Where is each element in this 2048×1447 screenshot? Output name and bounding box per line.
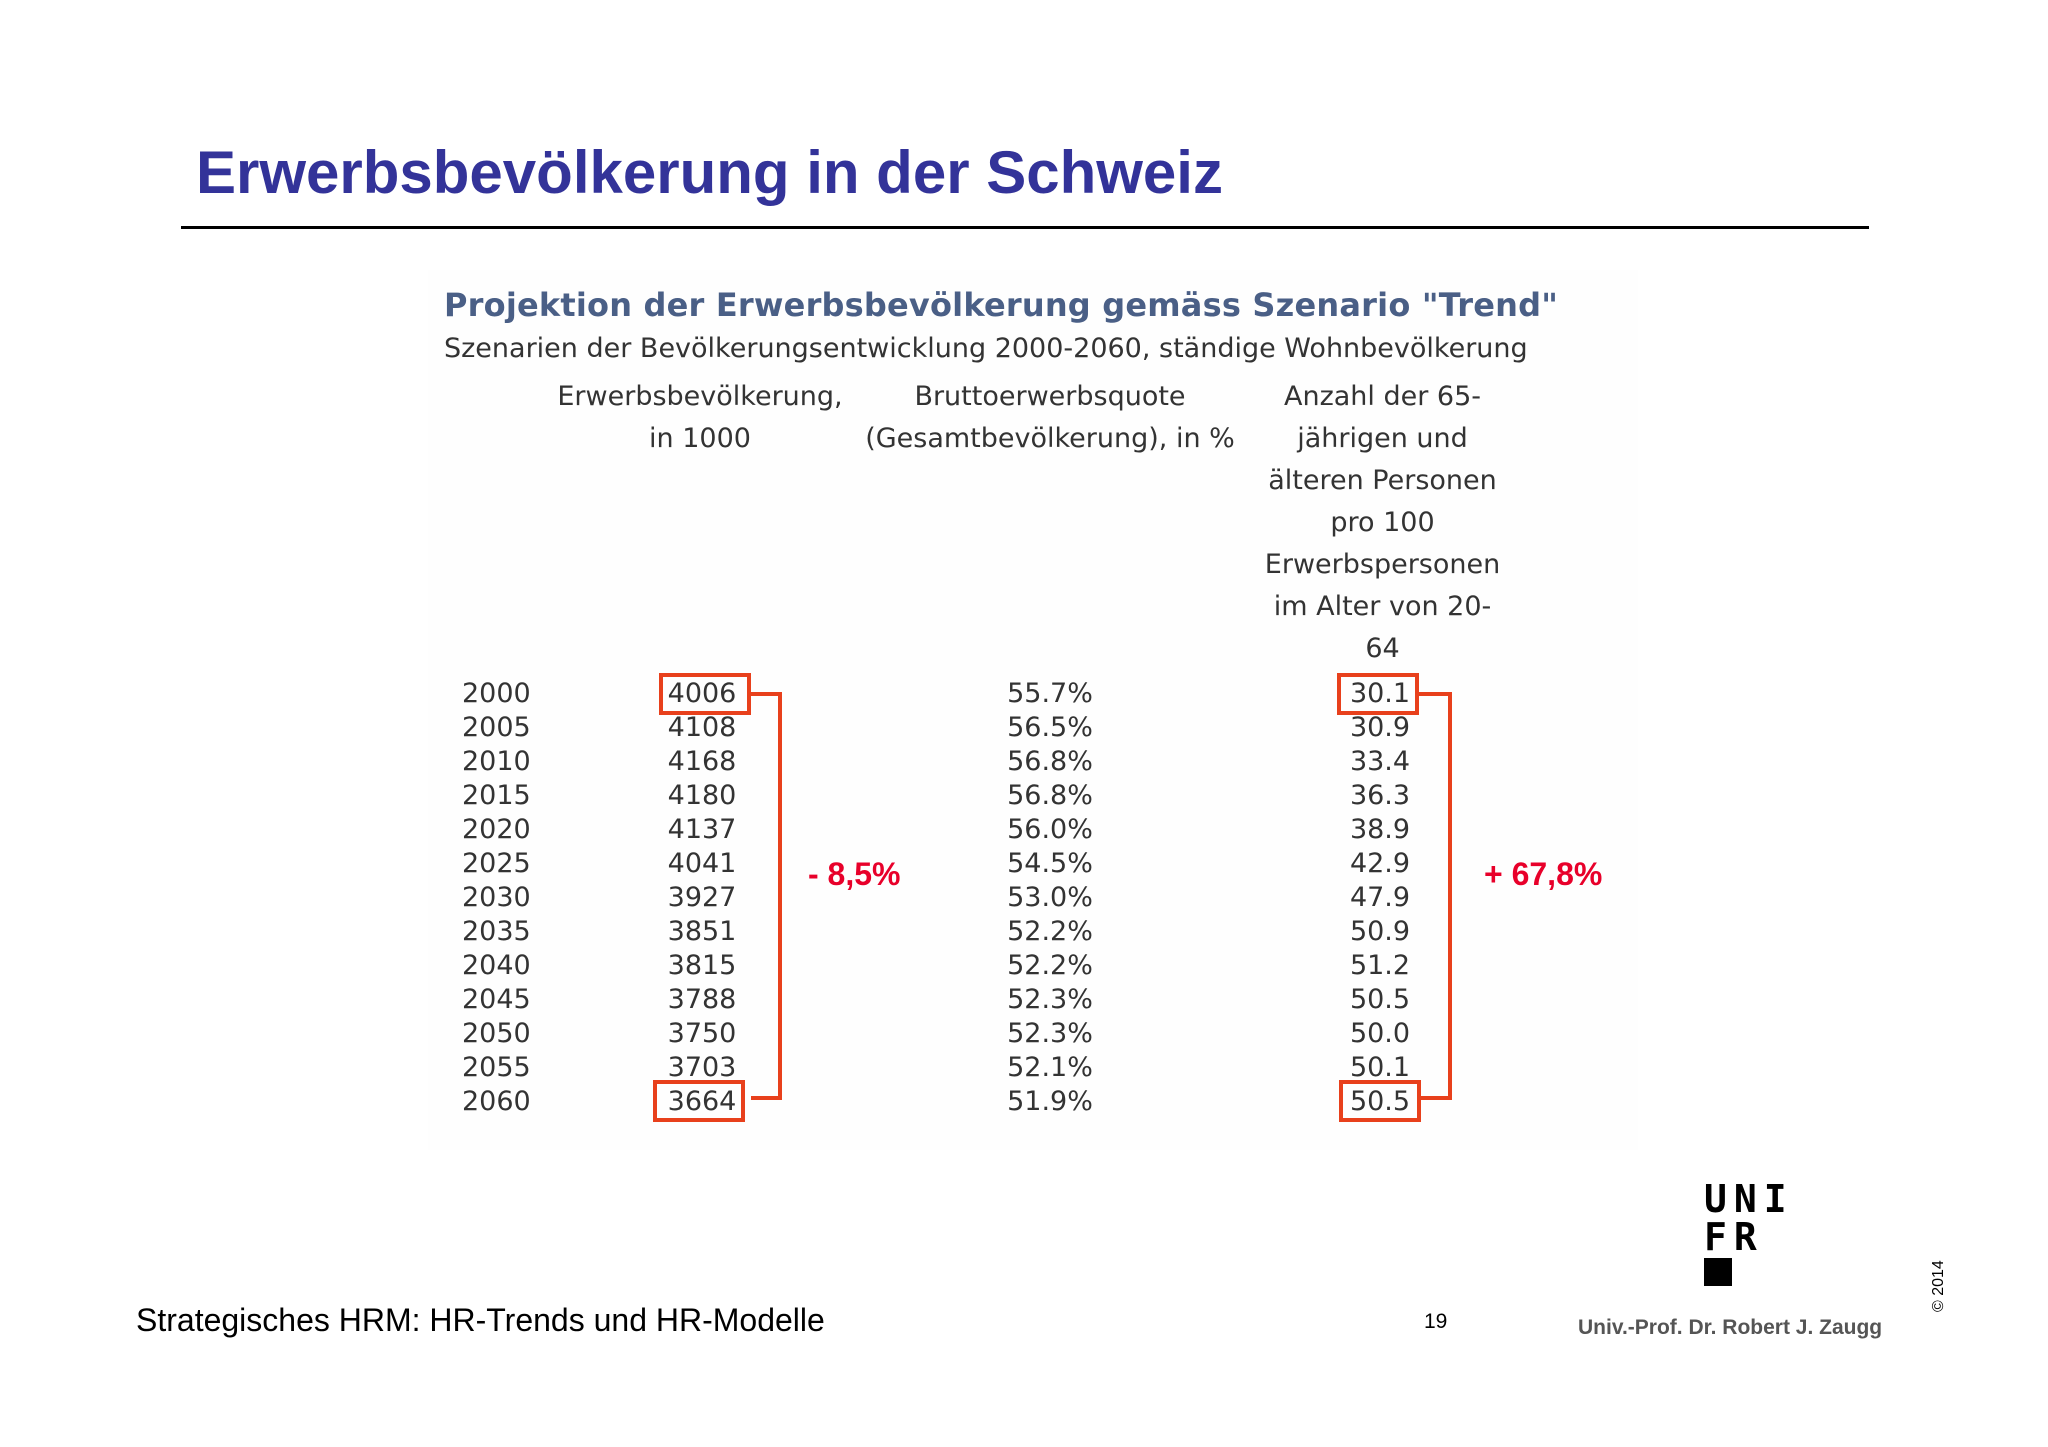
bracket-population [751, 692, 782, 1100]
year-cell: 2050 [462, 1018, 531, 1049]
old-age-ratio-cell: 47.9 [1349, 882, 1411, 913]
population-cell: 4180 [667, 780, 737, 811]
year-cell: 2025 [462, 848, 531, 879]
participation-rate-cell: 54.5% [1007, 848, 1093, 879]
header-line: älteren Personen [1268, 465, 1497, 496]
year-cell: 2020 [462, 814, 531, 845]
old-age-ratio-cell: 42.9 [1349, 848, 1411, 879]
participation-rate-cell: 52.2% [1007, 950, 1093, 981]
population-cell: 3788 [667, 984, 737, 1015]
logo-text-line: UNI [1704, 1177, 1794, 1221]
participation-rate-cell: 56.8% [1007, 746, 1093, 777]
column-header-old-age-ratio: Anzahl der 65- jährigen und älteren Pers… [1250, 376, 1515, 670]
old-age-ratio-cell: 50.0 [1349, 1018, 1411, 1049]
year-cell: 2010 [462, 746, 531, 777]
ratio-change-label: + 67,8% [1484, 856, 1603, 892]
header-line: 64 [1365, 633, 1400, 664]
participation-rate-cell: 52.3% [1007, 984, 1093, 1015]
population-cell: 3664 [667, 1086, 737, 1117]
population-cell: 4108 [667, 712, 737, 743]
participation-rate-cell: 56.0% [1007, 814, 1093, 845]
old-age-ratio-cell: 30.1 [1349, 678, 1411, 709]
participation-rate-cell: 51.9% [1007, 1086, 1093, 1117]
header-line: Erwerbspersonen [1264, 549, 1501, 580]
title-divider [181, 226, 1869, 229]
header-line: Erwerbsbevölkerung, [557, 381, 843, 412]
population-cell: 4137 [667, 814, 737, 845]
old-age-ratio-cell: 50.1 [1349, 1052, 1411, 1083]
population-change-label: - 8,5% [808, 856, 901, 892]
population-cell: 4168 [667, 746, 737, 777]
year-cell: 2015 [462, 780, 531, 811]
year-cell: 2040 [462, 950, 531, 981]
footer-author: Univ.-Prof. Dr. Robert J. Zaugg [1578, 1316, 1883, 1339]
logo-text-line: FR [1704, 1215, 1764, 1259]
header-line: pro 100 [1330, 507, 1435, 538]
old-age-ratio-cell: 33.4 [1349, 746, 1411, 777]
header-line: jährigen und [1297, 423, 1468, 454]
year-cell: 2005 [462, 712, 531, 743]
population-cell: 3815 [667, 950, 737, 981]
slide-title: Erwerbsbevölkerung in der Schweiz [196, 139, 1223, 206]
copyright-notice: © 2014 [1930, 1260, 1947, 1312]
participation-rate-cell: 55.7% [1007, 678, 1093, 709]
year-cell: 2035 [462, 916, 531, 947]
participation-rate-cell: 56.8% [1007, 780, 1093, 811]
column-header-participation-rate: Bruttoerwerbsquote (Gesamtbevölkerung), … [860, 376, 1240, 460]
population-cell: 3851 [667, 916, 737, 947]
header-line: in 1000 [649, 423, 751, 454]
highlight-box-population-start [659, 673, 751, 715]
logo-square-icon [1704, 1258, 1732, 1286]
participation-rate-cell: 52.3% [1007, 1018, 1093, 1049]
bracket-ratio [1419, 692, 1452, 1100]
old-age-ratio-cell: 51.2 [1349, 950, 1411, 981]
old-age-ratio-cell: 36.3 [1349, 780, 1411, 811]
old-age-ratio-cell: 38.9 [1349, 814, 1411, 845]
old-age-ratio-cell: 50.5 [1349, 984, 1411, 1015]
header-line: Bruttoerwerbsquote [914, 381, 1186, 412]
year-cell: 2055 [462, 1052, 531, 1083]
population-cell: 3750 [667, 1018, 737, 1049]
header-line: (Gesamtbevölkerung), in % [865, 423, 1235, 454]
footer-course-title: Strategisches HRM: HR-Trends und HR-Mode… [136, 1302, 825, 1338]
highlight-box-ratio-start [1337, 673, 1419, 715]
table-subtitle: Szenarien der Bevölkerungsentwicklung 20… [444, 333, 1528, 364]
old-age-ratio-cell: 50.5 [1349, 1086, 1411, 1117]
page-number: 19 [1424, 1310, 1448, 1333]
old-age-ratio-cell: 30.9 [1349, 712, 1411, 743]
unifr-logo: UNI FR [1704, 1180, 1800, 1290]
participation-rate-cell: 52.1% [1007, 1052, 1093, 1083]
participation-rate-cell: 53.0% [1007, 882, 1093, 913]
column-header-population: Erwerbsbevölkerung, in 1000 [540, 376, 860, 460]
year-cell: 2045 [462, 984, 531, 1015]
table-title: Projektion der Erwerbsbevölkerung gemäss… [444, 286, 1559, 324]
population-cell: 4041 [667, 848, 737, 879]
header-line: Anzahl der 65- [1283, 381, 1482, 412]
population-cell: 3703 [667, 1052, 737, 1083]
participation-rate-cell: 56.5% [1007, 712, 1093, 743]
highlight-box-ratio-end [1339, 1080, 1421, 1122]
year-cell: 2000 [462, 678, 531, 709]
year-cell: 2030 [462, 882, 531, 913]
header-line: im Alter von 20- [1273, 591, 1492, 622]
participation-rate-cell: 52.2% [1007, 916, 1093, 947]
old-age-ratio-cell: 50.9 [1349, 916, 1411, 947]
population-cell: 4006 [667, 678, 737, 709]
projection-table-panel [428, 270, 1638, 1150]
year-cell: 2060 [462, 1086, 531, 1117]
highlight-box-population-end [653, 1080, 745, 1122]
population-cell: 3927 [667, 882, 737, 913]
